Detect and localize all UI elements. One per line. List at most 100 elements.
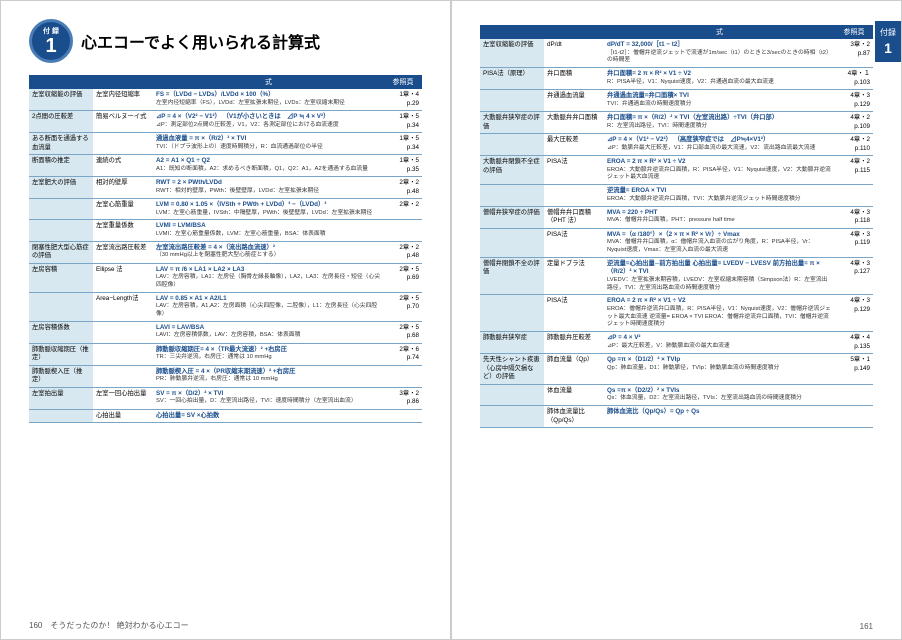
- subcat-cell: 左室内径短縮率: [93, 89, 153, 111]
- th-formula: 式: [604, 25, 835, 39]
- category-cell: 大動脈弁狭窄症の評価: [480, 112, 544, 134]
- formula-cell: ⊿P = 4 × V²⊿P：最大圧較差，V：肺動脈血流の最大血流速: [604, 332, 835, 354]
- formula-cell: FS =（LVDd − LVDs）/LVDd × 100（%）左室内径短縮率（F…: [153, 89, 384, 111]
- subcat-cell: dP/dt: [544, 39, 604, 68]
- formula-cell: LVMI = LVM/BSALVMI：左室心筋重量係数，LVM：左室心筋重量，B…: [153, 220, 384, 241]
- note-text: R：左室流出路径，TVI：時間速度積分: [607, 123, 832, 131]
- ref-cell: 3章・2 p.87: [835, 39, 873, 68]
- ref-cell: 4章・3 p.127: [835, 257, 873, 295]
- table-row: 体血流量Qs =π ×（D2/2）² × TVIsQs：体血流量，D2：左室流出…: [480, 384, 873, 405]
- subcat-cell: 定量ドプラ法: [544, 257, 604, 295]
- category-cell: [480, 295, 544, 332]
- note-text: LAV：左房容積，A1,A2：左房面積（心尖四腔像，二腔像），L1：左房長径（心…: [156, 303, 381, 319]
- formula-cell: LVM = 0.80 × 1.05 ×（IVSth + PWth + LVDd）…: [153, 199, 384, 220]
- formula-text: 逆流量= EROA × TVI: [607, 187, 832, 196]
- note-text: LVEDV：左室拡張末期容積，LVEDV：左室収縮末期容積（Simpson法）R…: [607, 277, 832, 293]
- note-text: PR：肺動脈弁逆流，右房圧：通常は 10 mmHg: [156, 376, 381, 384]
- table-row: 左室拍出量左室一回心拍出量SV = π ×（D/2）² × TVISV：一回心拍…: [29, 387, 422, 409]
- ref-cell: 2章・6 p.74: [384, 343, 422, 365]
- formula-cell: 心拍出量= SV ×心拍数: [153, 409, 384, 423]
- subcat-cell: 左室心筋重量: [93, 199, 153, 220]
- category-cell: 肺動脈弁狭窄症: [480, 332, 544, 354]
- formula-text: Qp =π ×（D1/2）² × TVIp: [607, 356, 832, 365]
- formula-text: 弁口面積= π ×（R/2）² × TVI（左室流出路）÷TVI（弁口部）: [607, 114, 832, 123]
- category-cell: 肺動脈楔入圧（推定）: [29, 365, 93, 387]
- side-tab-num: 1: [877, 40, 899, 56]
- category-cell: 左室収縮能の評価: [480, 39, 544, 68]
- note-text: TR：三尖弁逆流，右房圧：通常は 10 mmHg: [156, 354, 381, 362]
- formula-text: FS =（LVDd − LVDs）/LVDd × 100（%）: [156, 91, 381, 100]
- table-row: 大動脈弁閉鎖不全症の評価PISA法EROA = 2 π × R² × V1 ÷ …: [480, 156, 873, 185]
- note-text: RWT：相対的壁厚，PWth：後壁壁厚，LVDd：左室拡張末期径: [156, 188, 381, 196]
- table-row: 断面積の推定連続の式A2 = A1 × Q1 ÷ Q2A1：既知の断面積，A2：…: [29, 155, 422, 177]
- formula-cell: LAVI = LAV/BSALAVI：左房容積係数，LAV：左房容積，BSA：体…: [153, 321, 384, 343]
- subcat-cell: 連続の式: [93, 155, 153, 177]
- formula-cell: 逆流量= EROA × TVIEROA：大動脈弁逆流弁口面積，TVI：大動脈弁逆…: [604, 185, 835, 206]
- th-blank: [480, 25, 544, 39]
- formula-cell: 逆流量=心拍出量─前方拍出量 心拍出量= LVEDV − LVESV 前方拍出量…: [604, 257, 835, 295]
- ref-cell: [835, 384, 873, 405]
- note-text: 左室内径短縮率（FS），LVDd：左室拡張末期径，LVDs：左室収縮末期径: [156, 100, 381, 108]
- note-text: （30 mmHg以上を閉塞性肥大型心筋症とする）: [156, 252, 381, 260]
- formula-text: ⊿P = 4 × V²: [607, 334, 832, 343]
- subcat-cell: 弁口面積: [544, 68, 604, 90]
- page-number-right: 161: [860, 622, 873, 631]
- ref-cell: 4章・2 p.115: [835, 156, 873, 185]
- formula-text: MVA = 220 ÷ PHT: [607, 209, 832, 218]
- note-text: ⊿P：測定部位2点間の圧較差，V1，V2：各測定部位における血流速度: [156, 122, 381, 130]
- ref-cell: 2章・5 p.69: [384, 263, 422, 292]
- note-text: ［t1-t2］：僧帽弁逆流ジェットで流速が1m/sec（t1）のときと3/sec…: [607, 50, 832, 66]
- note-text: A1：既知の断面積，A2：求めるべき断面積，Q1，Q2：A1，A2を通過する血流…: [156, 166, 381, 174]
- formula-text: 弁通過血流量=弁口面積× TVI: [607, 92, 832, 101]
- note-text: TVI：（ドプラ波形上の）速度時間積分，R：血流通過部位の半径: [156, 144, 381, 152]
- category-cell: 左室拍出量: [29, 387, 93, 409]
- note-text: LVMI：左室心筋重量係数，LVM：左室心筋重量，BSA：体表面積: [156, 231, 381, 239]
- category-cell: [29, 292, 93, 321]
- formula-text: RWT = 2 × PWth/LVDd: [156, 179, 381, 188]
- subcat-cell: PISA法: [544, 156, 604, 185]
- formula-text: 心拍出量= SV ×心拍数: [156, 412, 381, 421]
- title-block: 付 録 1 心エコーでよく用いられる計算式: [29, 19, 422, 63]
- ref-cell: 3章・2 p.86: [384, 387, 422, 409]
- category-cell: [480, 134, 544, 156]
- table-row: 先天性シャント疾患（心房中隔欠損など）の評価肺血流量（Qp）Qp =π ×（D1…: [480, 354, 873, 385]
- formula-text: 肺体血流比（Qp/Qs）= Qp ÷ Qs: [607, 408, 832, 417]
- note-text: MVA：僧帽弁弁口面積，α：僧帽弁流入血流の広がり角度，R：PISA半径，Vr：…: [607, 239, 832, 255]
- note-text: SV：一回心拍出量，D：左室流出路径，TVI：速度時間積分（左室流出血流）: [156, 398, 381, 406]
- table-row: 左房容積Ellipse 法LAV = π /6 × LA1 × LA2 × LA…: [29, 263, 422, 292]
- category-cell: [29, 409, 93, 423]
- page-right: 式 参照頁 左室収縮能の評価dP/dtdP/dT = 32,000/［t1 − …: [451, 0, 902, 640]
- formula-text: 弁口面積= 2 π × R² × V1 ÷ V2: [607, 70, 832, 79]
- formula-text: LAV = π /6 × LA1 × LA2 × LA3: [156, 266, 381, 275]
- formula-cell: 通過血液量 = π ×（R/2）² × TVITVI：（ドプラ波形上の）速度時間…: [153, 133, 384, 155]
- formula-cell: LAV = π /6 × LA1 × LA2 × LA3LAV：左房容積，LA1…: [153, 263, 384, 292]
- formula-cell: ⊿P = 4 ×（V1² − V2²） （高度狭窄症では ⊿P≒4×V1²）⊿P…: [604, 134, 835, 156]
- subcat-cell: Area−Length法: [93, 292, 153, 321]
- subcat-cell: 大動脈弁弁口面積: [544, 112, 604, 134]
- category-cell: ある断面を通過する血流量: [29, 133, 93, 155]
- formula-cell: EROA = 2 π × R² × V1 ÷ V2EROA：僧帽弁逆流弁口面積，…: [604, 295, 835, 332]
- formula-cell: 弁通過血流量=弁口面積× TVITVI：弁通過血流の時間速度積分: [604, 90, 835, 112]
- appendix-badge: 付 録 1: [29, 19, 73, 63]
- subcat-cell: 体血流量: [544, 384, 604, 405]
- formula-cell: ⊿P = 4 ×（V2² − V1²） （V1が小さいときは ⊿P ≒ 4 × …: [153, 111, 384, 133]
- table-row: 最大圧較差⊿P = 4 ×（V1² − V2²） （高度狭窄症では ⊿P≒4×V…: [480, 134, 873, 156]
- category-cell: [29, 220, 93, 241]
- ref-cell: 1章・4 p.29: [384, 89, 422, 111]
- table-row: 肺動脈収縮期圧（推定）肺動脈収縮期圧= 4 ×（TR最大流速）² +右房圧TR：…: [29, 343, 422, 365]
- formula-cell: MVA =（α /180°）×（2 × π × R² × Vr）÷ VmaxMV…: [604, 228, 835, 257]
- badge-num: 1: [45, 36, 56, 56]
- note-text: EROA：大動脈弁逆流弁口面積，TVI：大動脈弁逆流ジェット時間速度積分: [607, 196, 832, 204]
- table-row: 左室重量係数LVMI = LVM/BSALVMI：左室心筋重量係数，LVM：左室…: [29, 220, 422, 241]
- table-row: ある断面を通過する血流量 通過血液量 = π ×（R/2）² × TVITVI：（…: [29, 133, 422, 155]
- ref-cell: [835, 406, 873, 428]
- subcat-cell: 左室重量係数: [93, 220, 153, 241]
- th-blank2: [544, 25, 604, 39]
- table-row: 左室収縮能の評価左室内径短縮率FS =（LVDd − LVDs）/LVDd × …: [29, 89, 422, 111]
- subcat-cell: 肺血流量（Qp）: [544, 354, 604, 385]
- subcat-cell: PISA法: [544, 295, 604, 332]
- ref-cell: 2章・2 p.48: [384, 241, 422, 263]
- note-text: Qp：肺血流量，D1：肺動脈径，TVIp：肺動脈血流の時間速度積分: [607, 365, 832, 373]
- category-cell: 左房容積係数: [29, 321, 93, 343]
- category-cell: 左房容積: [29, 263, 93, 292]
